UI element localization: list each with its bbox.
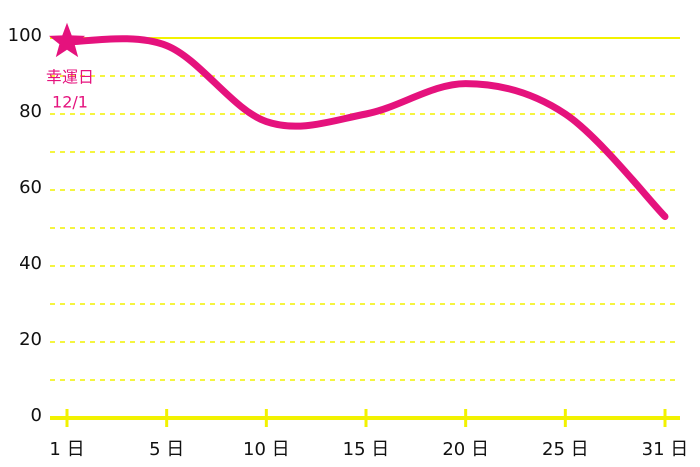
y-tick-label: 100	[8, 25, 42, 46]
star-marker	[48, 22, 86, 58]
y-tick-label: 40	[19, 253, 42, 274]
line	[63, 35, 669, 221]
x-tick-label: 31 日	[642, 439, 689, 460]
y-tick-label: 60	[19, 177, 42, 198]
x-tick-label: 5 日	[149, 439, 184, 460]
x-tick-label: 10 日	[243, 439, 290, 460]
x-tick-label: 15 日	[343, 439, 390, 460]
y-tick-label: 0	[31, 405, 42, 426]
x-tick-label: 25 日	[542, 439, 589, 460]
x-tick-label: 1 日	[49, 439, 84, 460]
annotation-text: 幸運日	[46, 67, 94, 86]
annotation-date: 12/1	[52, 92, 88, 111]
x-tick-label: 20 日	[442, 439, 489, 460]
y-tick-label: 20	[19, 329, 42, 350]
y-tick-label: 80	[19, 101, 42, 122]
